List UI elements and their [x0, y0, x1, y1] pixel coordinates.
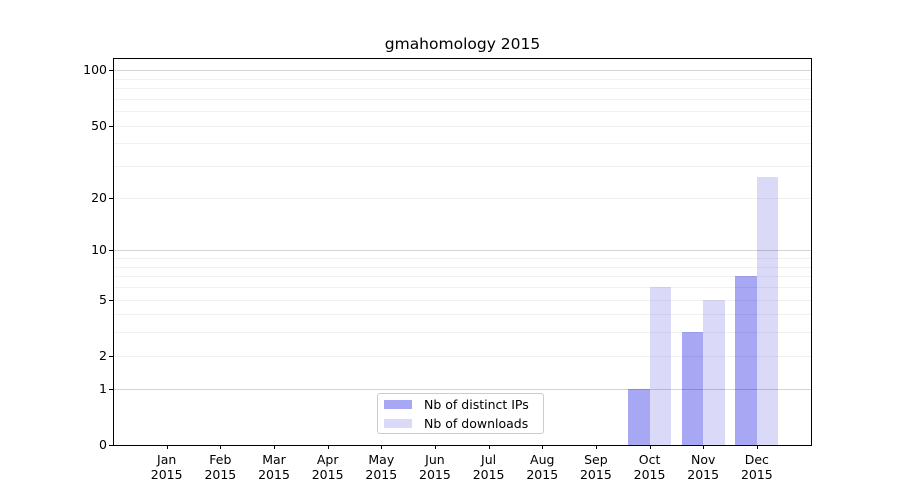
plot-area	[113, 58, 812, 446]
bar-distinct-ips-oct	[627, 388, 650, 445]
x-tick-label-jan: Jan 2015	[150, 452, 183, 482]
gridline-7	[114, 276, 811, 278]
gridline-90	[114, 78, 811, 80]
y-tick-label-50: 50	[91, 117, 107, 133]
x-tick-label-nov: Nov 2015	[687, 452, 720, 482]
y-tick-label-20: 20	[91, 189, 107, 205]
gridline-1	[114, 388, 811, 390]
gridline-6	[114, 286, 811, 288]
x-tick-mark-mar	[274, 445, 275, 449]
x-tick-mark-may	[381, 445, 383, 449]
gridline-5	[114, 299, 811, 301]
gridline-2	[114, 355, 811, 357]
gridline-10	[114, 250, 811, 252]
x-tick-mark-sep	[595, 445, 597, 449]
legend: Nb of distinct IPs Nb of downloads	[377, 393, 544, 434]
y-tick-label-0: 0	[99, 437, 107, 452]
y-tick-mark-100	[109, 70, 113, 72]
legend-row-distinct-ips: Nb of distinct IPs	[378, 395, 543, 414]
gridline-20	[114, 197, 811, 199]
x-tick-mark-jun	[434, 445, 436, 449]
x-tick-label-apr: Apr 2015	[311, 452, 344, 482]
x-tick-label-aug: Aug 2015	[526, 452, 559, 482]
legend-row-downloads: Nb of downloads	[378, 414, 543, 433]
x-tick-label-jun: Jun 2015	[419, 452, 451, 482]
gridline-40	[114, 143, 811, 145]
bar-downloads-oct	[649, 286, 672, 445]
legend-swatch-downloads	[384, 418, 412, 428]
gridline-3	[114, 332, 811, 334]
y-tick-label-2: 2	[99, 347, 107, 363]
y-tick-mark-5	[109, 299, 113, 301]
y-tick-label-100: 100	[83, 62, 107, 78]
y-tick-mark-50	[109, 125, 113, 127]
gridline-8	[114, 266, 811, 268]
legend-swatch-distinct-ips	[384, 399, 412, 409]
x-tick-mark-feb	[220, 445, 222, 449]
gridline-30	[114, 166, 811, 168]
x-tick-mark-oct	[649, 445, 651, 449]
x-tick-mark-dec	[756, 445, 758, 449]
y-tick-label-1: 1	[99, 380, 107, 396]
chart-title: gmahomology 2015	[384, 35, 541, 53]
x-tick-label-may: May 2015	[365, 452, 398, 482]
x-tick-mark-apr	[327, 445, 329, 449]
bar-downloads-nov	[703, 299, 725, 445]
bar-distinct-ips-nov	[681, 332, 704, 445]
y-tick-mark-2	[109, 355, 113, 357]
gridline-4	[114, 314, 811, 316]
x-tick-mark-jan	[166, 445, 168, 449]
gridline-80	[114, 88, 811, 90]
x-tick-mark-nov	[703, 445, 705, 449]
x-tick-label-dec: Dec 2015	[740, 452, 773, 482]
bar-downloads-dec	[756, 177, 779, 445]
bar-distinct-ips-dec	[735, 276, 757, 445]
gridline-70	[114, 98, 811, 100]
x-tick-mark-aug	[542, 445, 544, 449]
y-tick-mark-1	[109, 388, 113, 390]
gridline-50	[114, 125, 811, 127]
x-tick-label-sep: Sep 2015	[579, 452, 612, 482]
y-tick-label-5: 5	[99, 291, 107, 307]
x-tick-label-oct: Oct 2015	[633, 452, 666, 482]
y-tick-label-10: 10	[91, 242, 107, 258]
x-tick-label-feb: Feb 2015	[204, 452, 237, 482]
x-tick-label-mar: Mar 2015	[258, 452, 290, 482]
y-tick-mark-20	[109, 197, 113, 199]
x-tick-mark-jul	[488, 445, 490, 449]
gridline-100	[114, 70, 811, 72]
legend-label-downloads: Nb of downloads	[424, 415, 529, 431]
legend-label-distinct-ips: Nb of distinct IPs	[424, 396, 529, 412]
y-tick-mark-10	[109, 250, 113, 252]
x-tick-label-jul: Jul 2015	[472, 452, 505, 482]
gridline-9	[114, 258, 811, 260]
y-tick-mark-0	[109, 445, 113, 446]
gridline-60	[114, 111, 811, 113]
